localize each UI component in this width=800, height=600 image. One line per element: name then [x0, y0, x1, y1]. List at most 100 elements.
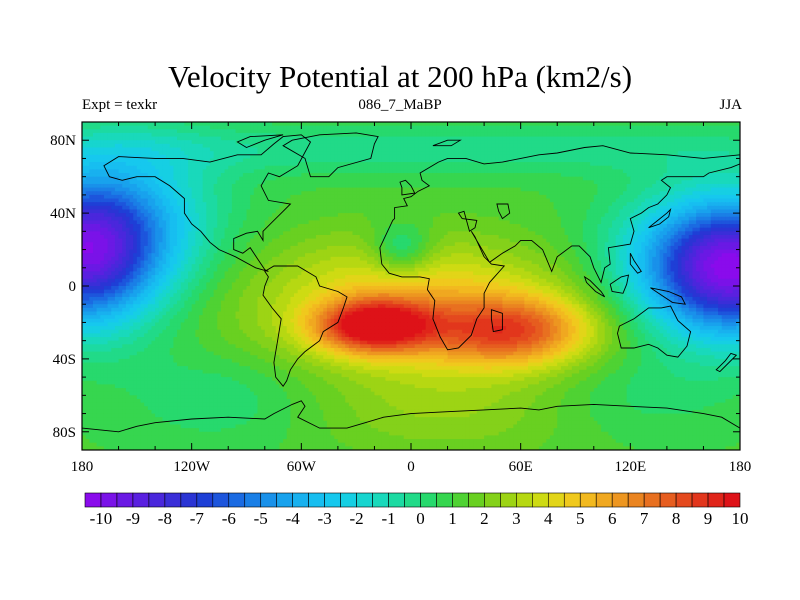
field-cell	[370, 169, 376, 174]
field-cell	[345, 125, 350, 130]
field-cell	[114, 202, 120, 207]
field-cell	[345, 198, 350, 203]
field-cell	[688, 202, 694, 207]
field-cell	[136, 143, 142, 149]
field-cell	[681, 125, 686, 130]
field-cell	[535, 176, 540, 181]
field-cell	[487, 165, 493, 170]
field-cell	[593, 176, 599, 181]
field-cell	[389, 122, 394, 127]
field-cell	[535, 165, 540, 170]
field-cell	[370, 191, 376, 196]
field-cell	[367, 147, 372, 152]
field-cell	[359, 213, 365, 218]
field-cell	[538, 125, 544, 130]
field-cell	[217, 151, 222, 156]
field-cell	[304, 154, 310, 160]
field-cell	[400, 132, 405, 138]
field-cell	[502, 129, 507, 134]
field-cell	[626, 147, 631, 152]
field-cell	[648, 154, 653, 160]
field-cell	[527, 180, 533, 185]
field-cell	[173, 173, 178, 178]
field-cell	[473, 183, 478, 189]
field-cell	[527, 151, 533, 156]
field-cell	[729, 158, 734, 163]
field-cell	[206, 213, 211, 218]
field-cell	[575, 158, 580, 163]
field-cell	[312, 165, 317, 170]
field-cell	[217, 158, 222, 163]
field-cell	[202, 154, 207, 160]
field-cell	[418, 147, 423, 152]
field-cell	[125, 147, 131, 152]
field-cell	[670, 198, 675, 203]
field-cell	[202, 140, 207, 145]
field-cell	[151, 216, 156, 221]
field-cell	[630, 198, 635, 203]
field-cell	[509, 143, 514, 149]
field-cell	[304, 140, 310, 145]
field-cell	[177, 129, 182, 134]
field-cell	[557, 205, 562, 211]
field-cell	[615, 151, 620, 156]
field-cell	[114, 173, 120, 178]
field-cell	[549, 147, 555, 152]
field-cell	[107, 165, 112, 170]
field-cell	[666, 176, 672, 181]
field-cell	[283, 220, 288, 225]
field-cell	[579, 151, 584, 156]
field-cell	[688, 140, 694, 145]
field-cell	[527, 205, 533, 211]
field-cell	[710, 143, 716, 149]
field-cell	[630, 162, 635, 167]
field-cell	[89, 213, 94, 218]
field-cell	[345, 129, 350, 134]
field-cell	[319, 136, 324, 141]
field-cell	[590, 173, 595, 178]
field-cell	[421, 187, 427, 192]
field-cell	[242, 205, 248, 211]
field-cell	[180, 143, 185, 149]
field-cell	[509, 194, 514, 200]
field-cell	[484, 165, 489, 170]
field-cell	[253, 136, 259, 141]
field-cell	[209, 147, 215, 152]
field-cell	[169, 209, 174, 214]
field-cell	[458, 187, 463, 192]
field-cell	[447, 191, 452, 196]
field-cell	[319, 176, 324, 181]
field-cell	[323, 147, 328, 152]
field-cell	[283, 209, 288, 214]
field-cell	[217, 213, 222, 218]
field-cell	[381, 147, 387, 152]
field-cell	[319, 162, 324, 167]
case-label: 086_7_MaBP	[358, 97, 442, 113]
field-cell	[155, 140, 160, 145]
field-cell	[447, 158, 452, 163]
field-cell	[506, 176, 511, 181]
field-cell	[202, 183, 207, 189]
field-cell	[732, 147, 737, 152]
field-cell	[484, 194, 489, 200]
field-cell	[261, 154, 266, 160]
field-cell	[261, 169, 266, 174]
field-cell	[473, 205, 478, 211]
field-cell	[655, 140, 661, 145]
field-cell	[677, 183, 683, 189]
field-cell	[96, 216, 101, 221]
field-cell	[122, 122, 127, 127]
field-cell	[480, 194, 485, 200]
field-cell	[198, 143, 204, 149]
field-cell	[575, 205, 580, 211]
field-cell	[85, 173, 90, 178]
field-cell	[363, 209, 368, 214]
field-cell	[641, 158, 646, 163]
field-cell	[685, 205, 690, 211]
field-cell	[707, 165, 712, 170]
field-cell	[330, 169, 335, 174]
field-cell	[129, 176, 134, 181]
field-cell	[217, 129, 222, 134]
field-cell	[198, 140, 204, 145]
field-cell	[531, 176, 536, 181]
